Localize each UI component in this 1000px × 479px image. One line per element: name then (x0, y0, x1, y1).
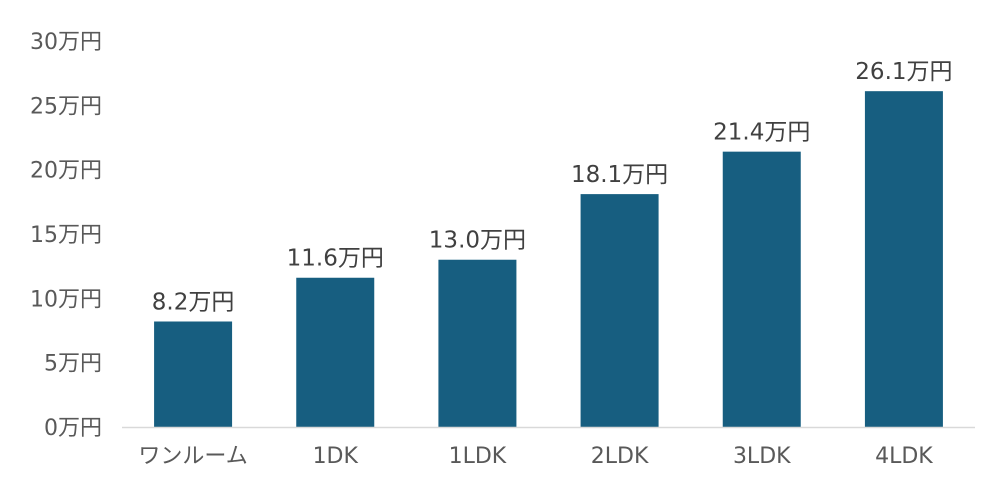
y-tick-label: 10万円 (30, 287, 102, 312)
x-tick-label: 1DK (313, 444, 359, 469)
y-tick-label: 25万円 (30, 94, 102, 119)
x-tick-label: 4LDK (875, 444, 933, 469)
y-tick-label: 5万円 (44, 352, 102, 377)
data-label: 26.1万円 (855, 59, 952, 85)
data-label: 8.2万円 (152, 289, 235, 315)
x-tick-label: 1LDK (449, 444, 507, 469)
x-tick-label: 2LDK (591, 444, 649, 469)
y-axis: 0万円 5万円 10万円 15万円 20万円 25万円 30万円 (30, 30, 102, 441)
x-tick-label: ワンルーム (138, 444, 247, 469)
y-tick-label: 30万円 (30, 30, 102, 55)
x-tick-label: 3LDK (733, 444, 791, 469)
bar (438, 259, 517, 427)
bar (864, 91, 943, 428)
y-tick-label: 20万円 (30, 159, 102, 184)
data-label: 11.6万円 (287, 246, 384, 272)
data-label: 13.0万円 (429, 228, 526, 254)
data-label: 18.1万円 (571, 162, 668, 188)
bar (296, 277, 375, 427)
bars (154, 91, 943, 428)
bar (722, 151, 801, 428)
x-axis: ワンルーム 1DK 1LDK 2LDK 3LDK 4LDK (138, 444, 933, 469)
data-label: 21.4万円 (713, 120, 810, 146)
y-tick-label: 0万円 (44, 416, 102, 441)
bar (580, 194, 659, 427)
bar (154, 321, 233, 427)
data-labels: 8.2万円 11.6万円 13.0万円 18.1万円 21.4万円 26.1万円 (152, 59, 953, 315)
y-tick-label: 15万円 (30, 223, 102, 248)
